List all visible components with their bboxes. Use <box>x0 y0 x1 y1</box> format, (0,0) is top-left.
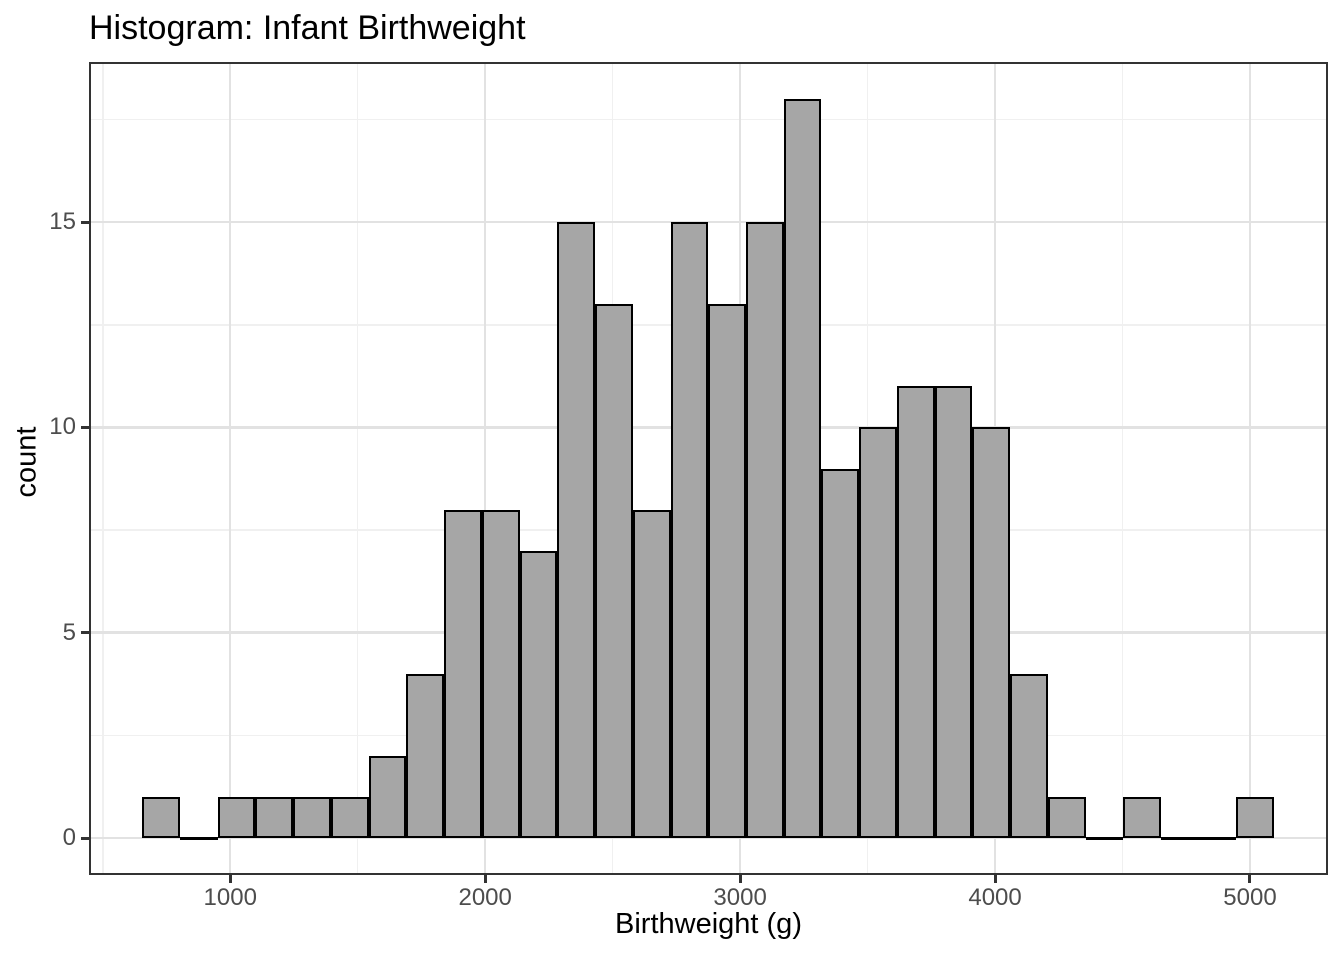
y-tick-mark <box>81 836 89 840</box>
histogram-bar <box>406 673 445 839</box>
histogram-bar <box>330 796 369 839</box>
histogram-zero-bin <box>180 836 218 840</box>
histogram-bar <box>1236 796 1275 839</box>
histogram-bar <box>896 386 935 839</box>
gridline-x-minor <box>101 62 104 875</box>
histogram-bar <box>444 509 482 839</box>
histogram-bar <box>481 509 520 839</box>
x-tick-label: 2000 <box>458 884 512 911</box>
x-tick-label: 3000 <box>713 884 767 911</box>
y-tick-mark <box>81 220 89 224</box>
x-tick-mark <box>483 875 487 883</box>
histogram-bar <box>595 304 633 839</box>
histogram-bar <box>745 222 784 839</box>
y-tick-mark <box>81 631 89 635</box>
histogram-bar <box>859 427 897 839</box>
histogram-bar <box>632 509 671 839</box>
histogram-bar <box>934 386 973 839</box>
histogram-bar <box>142 796 180 839</box>
y-tick-label: 15 <box>49 208 76 236</box>
histogram-bar <box>293 796 331 839</box>
histogram-zero-bin <box>1198 836 1237 840</box>
x-tick-mark <box>228 875 232 883</box>
gridline-y-major <box>89 836 1328 840</box>
histogram-bar <box>519 550 558 839</box>
gridline-y-major <box>89 220 1328 224</box>
x-tick-label: 5000 <box>1223 884 1277 911</box>
histogram-zero-bin <box>1161 836 1199 840</box>
gridline-x-major <box>1248 62 1252 875</box>
x-tick-label: 4000 <box>968 884 1022 911</box>
gridline-x-minor <box>1121 62 1124 875</box>
gridline-y-minor <box>89 118 1328 121</box>
histogram-bar <box>1047 796 1086 839</box>
x-tick-label: 1000 <box>203 884 257 911</box>
plot-panel <box>89 62 1328 875</box>
histogram-bar <box>255 796 294 839</box>
histogram-zero-bin <box>1085 836 1124 840</box>
histogram-bar <box>1010 673 1048 839</box>
histogram-bar <box>217 796 256 839</box>
y-tick-label: 0 <box>62 824 76 852</box>
histogram-bar <box>1123 796 1161 839</box>
y-tick-label: 10 <box>49 413 76 441</box>
chart-title: Histogram: Infant Birthweight <box>89 9 526 47</box>
x-tick-mark <box>1248 875 1252 883</box>
x-tick-mark <box>738 875 742 883</box>
y-tick-label: 5 <box>62 618 76 646</box>
gridline-x-major <box>483 62 487 875</box>
gridline-x-minor <box>356 62 359 875</box>
gridline-x-major <box>228 62 232 875</box>
x-axis-title: Birthweight (g) <box>615 908 802 940</box>
histogram-bar <box>972 427 1011 839</box>
histogram-bar <box>821 468 860 839</box>
y-tick-mark <box>81 425 89 429</box>
histogram-bar <box>670 222 709 839</box>
histogram-bar <box>708 304 746 839</box>
histogram-bar <box>557 222 596 839</box>
histogram-bar <box>783 98 822 839</box>
x-tick-mark <box>993 875 997 883</box>
histogram-bar <box>368 755 407 839</box>
